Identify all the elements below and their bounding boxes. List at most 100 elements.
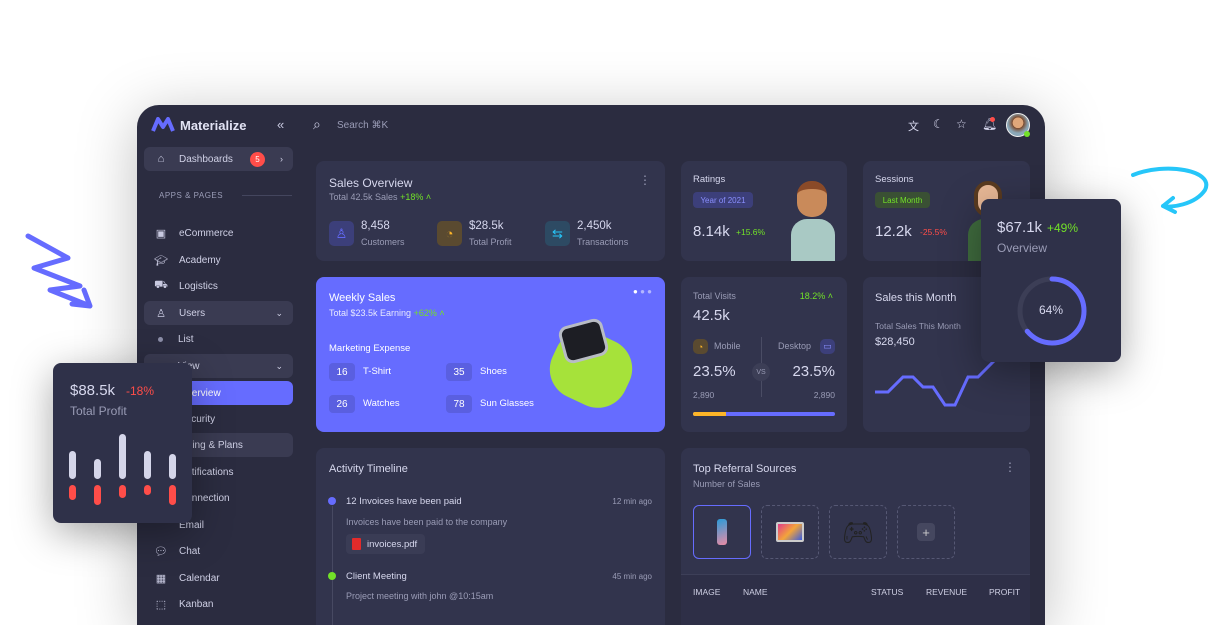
- home-icon: ⌂: [157, 153, 165, 165]
- subtitle: Total 42.5k Sales: [329, 192, 398, 202]
- search-input[interactable]: Search ⌘K: [337, 120, 389, 131]
- pie-chart-icon: ◔: [693, 339, 708, 354]
- label: Kanban: [179, 598, 214, 610]
- stat-label: Total Profit: [469, 237, 512, 247]
- translate-icon[interactable]: 文: [908, 121, 919, 133]
- sidebar-item-dashboards[interactable]: ⌂ Dashboards 5 ›: [144, 147, 293, 171]
- change: -25.5%: [920, 227, 947, 237]
- profit-bar-bottom: [94, 485, 101, 505]
- profit-bar-top: [144, 451, 151, 479]
- user-icon: ♙: [156, 307, 166, 320]
- ratings-card: Ratings Year of 2021 8.14k +15.6%: [681, 161, 847, 261]
- sidebar-item-notifications[interactable]: Notifications: [144, 460, 293, 484]
- label: Billing & Plans: [179, 439, 243, 451]
- collapse-sidebar-icon[interactable]: «: [277, 117, 285, 132]
- chevron-right-icon: ›: [280, 154, 283, 164]
- label: Academy: [179, 254, 221, 266]
- subtitle: Total $23.5k Earning: [329, 308, 412, 318]
- search-icon[interactable]: ⌕: [313, 116, 321, 132]
- value: 8.14k: [693, 223, 730, 240]
- shopping-bag-icon: ▣: [155, 227, 167, 240]
- sidebar-item-kanban[interactable]: ⬚ Kanban: [144, 592, 293, 616]
- change: +62%: [413, 308, 437, 318]
- mobile-count: 2,890: [693, 390, 715, 400]
- label: Users: [179, 307, 206, 319]
- stat-value: $28.5k: [469, 220, 504, 232]
- column-header: REVENUE: [926, 587, 968, 597]
- stat-value: 2,450k: [577, 220, 612, 232]
- section-heading: APPS & PAGES: [159, 191, 224, 200]
- sidebar-item-list[interactable]: List: [144, 327, 293, 351]
- value: 12.2k: [875, 223, 912, 240]
- sales-line-chart: [875, 357, 1000, 407]
- top-referral-sources-card: Top Referral Sources ⋮ Number of Sales 🎮…: [681, 448, 1030, 625]
- sidebar-item-chat[interactable]: 💬︎ Chat: [144, 539, 293, 563]
- label: Overview: [179, 387, 221, 399]
- change: +49%: [1047, 221, 1079, 235]
- profit-bar-bottom: [169, 485, 176, 505]
- label: Total Profit: [70, 404, 127, 418]
- card-title: Ratings: [693, 174, 726, 185]
- timeline-dot: [328, 497, 336, 505]
- event-time: 45 min ago: [612, 572, 652, 581]
- card-title: Sessions: [875, 174, 914, 185]
- bell-icon[interactable]: 🔔︎: [982, 117, 998, 131]
- vs-badge: VS: [752, 363, 770, 381]
- expense-count: 35: [446, 363, 472, 381]
- chevron-down-icon: ⌄: [275, 307, 283, 318]
- profit-bar-top: [94, 459, 101, 479]
- logo[interactable]: Materialize: [151, 117, 246, 133]
- avatar[interactable]: [1006, 113, 1030, 137]
- moon-icon[interactable]: ☾: [933, 117, 944, 131]
- gamepad-icon: 🎮︎: [841, 516, 875, 547]
- radial-progress: [1017, 276, 1087, 346]
- sidebar-item-logistics[interactable]: ⛟ Logistics: [144, 274, 293, 298]
- sidebar-item-security[interactable]: Security: [144, 407, 293, 431]
- label: Logistics: [179, 280, 218, 292]
- label: Security: [179, 413, 216, 425]
- card-title: Sales Overview: [329, 176, 413, 190]
- source-tab-desktop[interactable]: [761, 505, 819, 559]
- truck-icon: ⛟: [154, 279, 168, 291]
- file-attachment[interactable]: invoices.pdf: [346, 534, 426, 554]
- sidebar-item-academy[interactable]: 🎓︎ Academy: [144, 248, 293, 272]
- column-header: PROFIT: [989, 587, 1021, 597]
- overview-floating-card: $67.1k +49% Overview 64%: [981, 199, 1121, 362]
- smartwatch-image: [539, 316, 643, 418]
- source-tab-console[interactable]: 🎮︎: [829, 505, 887, 559]
- subtitle: Number of Sales: [693, 479, 761, 489]
- sidebar-item-calendar[interactable]: ▦ Calendar: [144, 566, 293, 590]
- change: 18.2%: [799, 291, 826, 301]
- value: $28,450: [875, 336, 915, 348]
- value: $88.5k: [70, 382, 116, 399]
- label: Calendar: [179, 572, 220, 584]
- dashboard-window: Materialize « ⌂ Dashboards 5 › APPS & PAGE…: [137, 105, 1045, 625]
- carousel-indicators[interactable]: ● ● ●: [633, 287, 652, 296]
- sidebar-item-users[interactable]: ♙ Users ⌄: [144, 301, 293, 325]
- desktop-percent: 23.5%: [792, 363, 835, 380]
- label: Chat: [179, 545, 201, 557]
- more-vertical-icon[interactable]: ⋮: [639, 173, 651, 187]
- sidebar-item-connection[interactable]: Connection: [144, 486, 293, 510]
- column-header: IMAGE: [693, 587, 721, 597]
- change: +15.6%: [736, 227, 766, 237]
- sidebar-item-ecommerce[interactable]: ▣ eCommerce: [144, 221, 293, 245]
- bullet-icon: [158, 336, 163, 342]
- expense-label: Sun Glasses: [480, 398, 534, 409]
- sidebar-item-email[interactable]: Email: [144, 513, 293, 537]
- event-description: Project meeting with john @10:15am: [346, 591, 494, 601]
- add-source-button[interactable]: +: [897, 505, 955, 559]
- card-title: Top Referral Sources: [693, 463, 797, 475]
- calendar-icon: ▦: [155, 572, 167, 585]
- source-tab-phone[interactable]: [693, 505, 751, 559]
- kanban-icon: ⬚: [155, 598, 167, 611]
- mobile-percent: 23.5%: [693, 363, 736, 380]
- timeline-dot: [328, 572, 336, 580]
- label: Connection: [179, 492, 230, 504]
- profit-bar-top: [169, 454, 176, 479]
- sales-overview-card: Sales Overview ⋮ Total 42.5k Sales +18% …: [316, 161, 665, 261]
- more-vertical-icon[interactable]: ⋮: [1004, 460, 1016, 474]
- card-title: Activity Timeline: [329, 463, 408, 475]
- card-title: Weekly Sales: [329, 292, 396, 304]
- star-icon[interactable]: ☆: [956, 117, 967, 131]
